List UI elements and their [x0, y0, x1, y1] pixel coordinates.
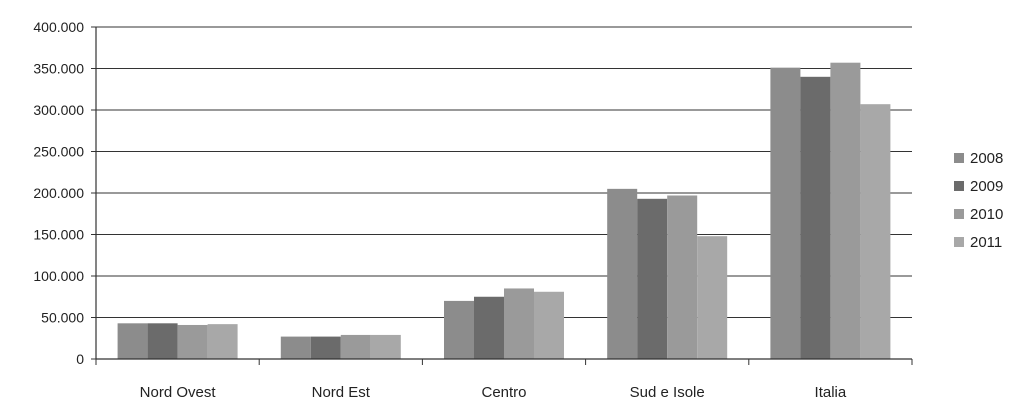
bars [117, 62, 891, 360]
x-category-label: Italia [815, 384, 847, 401]
legend-label: 2009 [970, 178, 1003, 195]
bar-2008-2 [444, 300, 474, 359]
bar-2010-1 [340, 334, 371, 359]
bar-2009-4 [800, 76, 831, 360]
legend-swatch [954, 237, 964, 247]
x-category-label: Nord Ovest [140, 384, 217, 401]
bar-2008-4 [770, 67, 801, 360]
y-tick-label: 400.000 [33, 19, 84, 35]
y-tick-label: 350.000 [33, 61, 84, 77]
bar-2011-4 [860, 104, 891, 359]
bar-2011-1 [370, 334, 401, 359]
bar-2009-2 [474, 296, 504, 359]
legend-label: 2011 [970, 234, 1002, 251]
y-tick-label: 200.000 [33, 185, 84, 201]
legend-label: 2008 [970, 150, 1003, 167]
bar-2011-0 [207, 324, 238, 359]
axes [91, 26, 913, 365]
x-category-label: Sud e Isole [630, 384, 705, 401]
bar-2011-2 [534, 291, 564, 359]
y-tick-label: 100.000 [33, 268, 84, 284]
y-tick-label: 0 [76, 351, 84, 367]
y-tick-label: 50.000 [41, 310, 84, 326]
y-tick-label: 250.000 [33, 144, 84, 160]
bar-2009-0 [147, 323, 178, 359]
bar-2010-0 [177, 324, 208, 359]
y-tick-label: 300.000 [33, 102, 84, 118]
x-category-label: Nord Est [312, 384, 371, 401]
gridlines [96, 26, 912, 318]
bar-2008-3 [607, 188, 638, 359]
legend-swatch [954, 209, 964, 219]
bar-2008-0 [117, 323, 148, 359]
x-category-label: Centro [481, 384, 526, 401]
bar-2011-3 [697, 236, 728, 359]
bar-2010-4 [830, 62, 861, 359]
y-tick-label: 150.000 [33, 227, 84, 243]
legend-swatch [954, 153, 964, 163]
bar-2009-1 [310, 336, 341, 359]
bar-2008-1 [280, 336, 311, 359]
bar-2009-3 [637, 198, 668, 359]
labels: 0 50.000 100.000 150.000 200.000 250.000 300.0… [33, 19, 847, 401]
bar-2010-2 [504, 288, 534, 359]
legend: 2008 2009 2010 2011 [954, 150, 1003, 251]
bar-2010-3 [667, 195, 698, 359]
legend-label: 2010 [970, 206, 1003, 223]
legend-swatch [954, 181, 964, 191]
